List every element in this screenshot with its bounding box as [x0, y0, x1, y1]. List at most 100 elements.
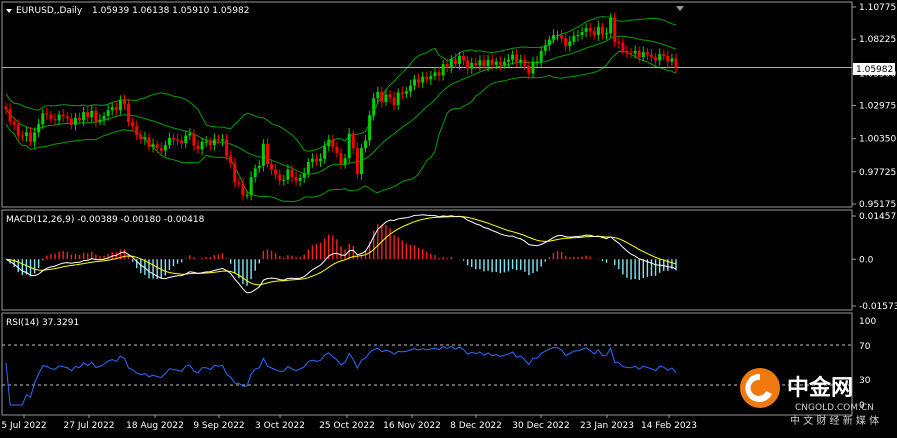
- candle: [372, 92, 376, 121]
- candle: [408, 79, 412, 97]
- rsi-line: [5, 345, 677, 406]
- watermark-domain: CNGOLD.COM.CN: [795, 403, 874, 413]
- candle: [482, 54, 486, 71]
- panel-menu-icon[interactable]: [6, 9, 12, 13]
- candle: [167, 132, 171, 150]
- candle: [674, 53, 678, 74]
- price-tick-label: 0.97725: [859, 168, 896, 178]
- candle: [261, 139, 265, 172]
- candle: [131, 117, 135, 132]
- candle: [633, 45, 637, 59]
- candle: [327, 134, 331, 152]
- macd-tick-label: 0.01457: [859, 212, 896, 222]
- candle: [221, 133, 225, 147]
- price-panel: EURUSD,,Daily 1.05939 1.06138 1.05910 1.…: [1, 1, 896, 210]
- candle: [114, 101, 118, 116]
- candle: [645, 48, 649, 61]
- candle: [347, 127, 351, 164]
- candle: [535, 56, 539, 67]
- candle: [449, 55, 453, 73]
- x-tick-label: 18 Aug 2022: [126, 421, 184, 431]
- candle: [617, 37, 621, 49]
- candle: [339, 147, 343, 170]
- candle: [343, 153, 347, 169]
- candle: [511, 50, 515, 65]
- candle: [127, 98, 131, 127]
- candle: [384, 89, 388, 106]
- candle: [564, 33, 568, 51]
- macd-signal-line: [5, 216, 677, 286]
- candle: [331, 134, 335, 153]
- candle: [41, 108, 45, 130]
- candle: [576, 30, 580, 42]
- candle: [605, 27, 609, 40]
- candle: [600, 23, 604, 39]
- candle: [609, 13, 613, 39]
- candle: [323, 141, 327, 164]
- macd-tick-label: -0.01573: [859, 302, 897, 312]
- candle: [16, 119, 20, 141]
- candle: [106, 104, 110, 121]
- candle: [90, 105, 94, 123]
- candle: [118, 95, 122, 115]
- candle: [572, 30, 576, 46]
- candle: [670, 53, 674, 66]
- candle: [666, 50, 670, 68]
- candle: [163, 140, 167, 157]
- candles: [4, 12, 678, 201]
- candle: [180, 135, 184, 149]
- candle: [584, 23, 588, 38]
- x-tick-label: 25 Oct 2022: [319, 421, 375, 431]
- candle: [490, 54, 494, 70]
- candle: [151, 138, 155, 153]
- price-tick-label: 1.02975: [859, 102, 896, 112]
- rsi-tick-label: 0: [859, 401, 865, 411]
- candle: [613, 12, 617, 47]
- x-tick-label: 14 Feb 2023: [641, 421, 697, 431]
- candle: [629, 47, 633, 59]
- scroll-triangle-icon[interactable]: [676, 6, 684, 11]
- current-price-label: 1.05982: [856, 65, 893, 75]
- candle: [556, 31, 560, 41]
- candle: [547, 35, 551, 51]
- candle: [519, 54, 523, 68]
- candle: [637, 46, 641, 63]
- candle: [515, 49, 519, 68]
- candle: [621, 37, 625, 55]
- candle: [212, 133, 216, 151]
- candle: [351, 129, 355, 154]
- candle: [400, 86, 404, 100]
- candle: [474, 57, 478, 70]
- price-tick-label: 0.95175: [859, 200, 896, 210]
- candle: [527, 60, 531, 80]
- candle: [278, 169, 282, 186]
- x-tick-label: 16 Nov 2022: [383, 421, 441, 431]
- candle: [417, 73, 421, 88]
- current-price-box: [853, 63, 895, 75]
- candle: [29, 127, 33, 146]
- candle: [658, 48, 662, 66]
- candle: [429, 70, 433, 85]
- candle: [245, 190, 249, 200]
- candle: [184, 130, 188, 149]
- candle: [20, 130, 24, 141]
- watermark-brand: 中金网: [787, 375, 853, 401]
- candle: [188, 128, 192, 140]
- candle: [122, 94, 126, 110]
- candle: [45, 107, 49, 121]
- rsi-tick-label: 100: [859, 317, 876, 327]
- candle: [641, 46, 645, 62]
- candle: [216, 134, 220, 145]
- rsi-tick-label: 70: [859, 342, 871, 352]
- candle: [302, 167, 306, 184]
- candle: [392, 92, 396, 111]
- candle: [155, 140, 159, 153]
- price-tick-label: 1.10775: [859, 3, 896, 13]
- watermark-tagline: 中 文 财 经 新 媒 体: [790, 414, 879, 427]
- candle: [425, 71, 429, 84]
- candle: [98, 114, 102, 126]
- ohlc-values: 1.05939 1.06138 1.05910 1.05982: [92, 6, 249, 16]
- candle: [135, 120, 139, 141]
- candle: [290, 165, 294, 183]
- candle: [253, 164, 257, 183]
